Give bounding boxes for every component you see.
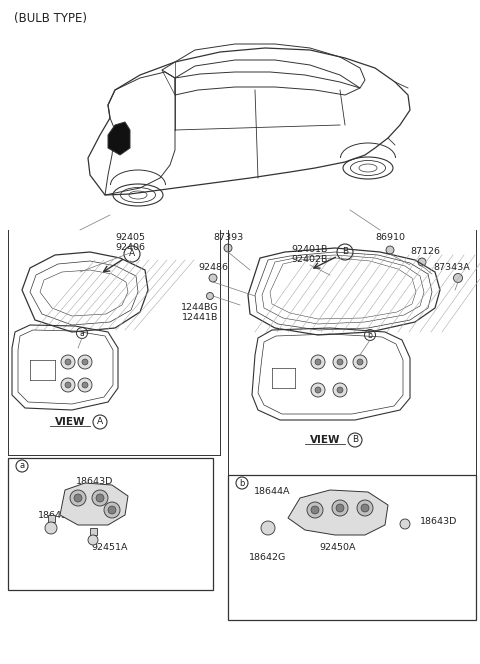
Circle shape	[418, 258, 426, 266]
Text: (BULB TYPE): (BULB TYPE)	[14, 12, 87, 25]
Circle shape	[348, 433, 362, 447]
Circle shape	[96, 494, 104, 502]
Circle shape	[82, 382, 88, 388]
Text: 92486: 92486	[198, 262, 228, 272]
Circle shape	[65, 359, 71, 365]
Circle shape	[93, 415, 107, 429]
Text: b: b	[368, 331, 372, 339]
Circle shape	[61, 378, 75, 392]
Circle shape	[82, 359, 88, 365]
Text: VIEW: VIEW	[310, 435, 340, 445]
Circle shape	[224, 244, 232, 252]
Circle shape	[315, 359, 321, 365]
Text: 12441B: 12441B	[182, 313, 218, 323]
Polygon shape	[288, 490, 388, 535]
Polygon shape	[90, 528, 97, 535]
Circle shape	[45, 522, 57, 534]
Text: 92406: 92406	[115, 244, 145, 252]
Circle shape	[307, 502, 323, 518]
Circle shape	[311, 383, 325, 397]
Circle shape	[104, 502, 120, 518]
Bar	[8, 458, 213, 590]
Polygon shape	[108, 122, 130, 155]
Circle shape	[108, 506, 116, 514]
Circle shape	[357, 359, 363, 365]
Circle shape	[61, 355, 75, 369]
Circle shape	[124, 246, 140, 262]
Text: A: A	[129, 250, 135, 258]
Circle shape	[400, 519, 410, 529]
Bar	[228, 475, 476, 620]
Circle shape	[76, 327, 87, 339]
Circle shape	[386, 246, 394, 254]
Circle shape	[361, 504, 369, 512]
Text: 92405: 92405	[115, 234, 145, 242]
Text: 87126: 87126	[410, 248, 440, 256]
Text: A: A	[97, 418, 103, 426]
Circle shape	[16, 460, 28, 472]
Circle shape	[78, 378, 92, 392]
Circle shape	[311, 355, 325, 369]
Circle shape	[88, 535, 98, 545]
Circle shape	[336, 504, 344, 512]
Circle shape	[261, 521, 275, 535]
Text: 18643D: 18643D	[420, 517, 457, 527]
Circle shape	[236, 477, 248, 489]
Circle shape	[333, 355, 347, 369]
Text: 18643D: 18643D	[76, 477, 114, 485]
Text: 18642G: 18642G	[250, 554, 287, 562]
Text: 86910: 86910	[375, 234, 405, 242]
Text: 92451A: 92451A	[92, 544, 128, 552]
Text: 92402B: 92402B	[292, 256, 328, 264]
Circle shape	[333, 383, 347, 397]
Text: b: b	[240, 479, 245, 487]
Circle shape	[337, 359, 343, 365]
Text: VIEW: VIEW	[55, 417, 85, 427]
Text: B: B	[352, 436, 358, 444]
Circle shape	[337, 244, 353, 260]
Circle shape	[209, 274, 217, 282]
Polygon shape	[48, 515, 55, 522]
Circle shape	[332, 500, 348, 516]
Text: 92401B: 92401B	[292, 246, 328, 254]
Circle shape	[74, 494, 82, 502]
Circle shape	[65, 382, 71, 388]
Text: a: a	[19, 461, 24, 471]
Text: 18643P: 18643P	[38, 511, 74, 519]
Polygon shape	[60, 483, 128, 525]
Circle shape	[353, 355, 367, 369]
Circle shape	[357, 500, 373, 516]
Text: 87343A: 87343A	[433, 264, 470, 272]
Circle shape	[315, 387, 321, 393]
Circle shape	[70, 490, 86, 506]
Circle shape	[364, 329, 375, 341]
Circle shape	[337, 387, 343, 393]
Circle shape	[78, 355, 92, 369]
Text: 87393: 87393	[213, 232, 243, 242]
Text: B: B	[342, 248, 348, 256]
Text: 92450A: 92450A	[320, 544, 356, 552]
Text: a: a	[80, 329, 84, 337]
Circle shape	[311, 506, 319, 514]
Circle shape	[454, 274, 463, 282]
Circle shape	[92, 490, 108, 506]
Circle shape	[206, 293, 214, 299]
Text: 18644A: 18644A	[254, 487, 290, 497]
Text: 1244BG: 1244BG	[181, 303, 219, 313]
